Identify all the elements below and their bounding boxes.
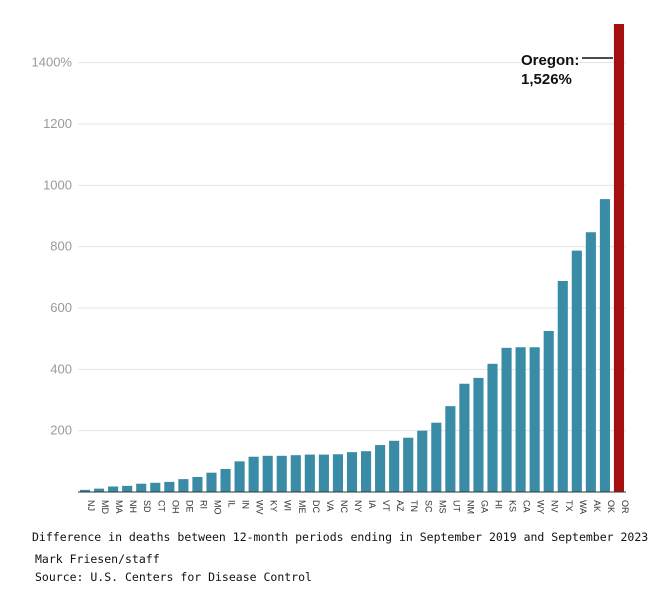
y-tick-label: 400 bbox=[50, 361, 72, 376]
chart-caption: Difference in deaths between 12-month pe… bbox=[32, 530, 649, 544]
bar-il bbox=[220, 468, 231, 492]
x-tick-label-mo: MO bbox=[212, 500, 222, 515]
y-axis-ticks: 200 400 600 800 1000 1200 1400% bbox=[32, 55, 73, 438]
bar-ky bbox=[262, 455, 273, 492]
x-tick-label-vt: VT bbox=[381, 500, 391, 512]
bar-oh bbox=[164, 481, 175, 492]
bar-vt bbox=[375, 445, 386, 492]
bar-nh bbox=[122, 485, 133, 492]
y-tick-label: 800 bbox=[50, 239, 72, 254]
x-tick-label-ok: OK bbox=[606, 500, 616, 513]
x-tick-label-nj: NJ bbox=[86, 500, 96, 511]
bar-hi bbox=[487, 363, 498, 492]
x-tick-label-wi: WI bbox=[283, 500, 293, 511]
bar-ia bbox=[360, 451, 372, 492]
annotation-value: 1,526% bbox=[521, 71, 572, 88]
bar-ca bbox=[515, 347, 526, 492]
y-tick-label: 1200 bbox=[43, 116, 72, 131]
bar-me bbox=[290, 455, 301, 492]
bar-wi bbox=[276, 455, 287, 492]
x-tick-label-oh: OH bbox=[170, 500, 180, 514]
bar-de bbox=[178, 479, 189, 492]
bar-ms bbox=[431, 422, 442, 492]
bar-ma bbox=[108, 486, 119, 492]
bar-nj bbox=[79, 489, 91, 492]
bar-ks bbox=[501, 347, 512, 492]
x-tick-label-ma: MA bbox=[114, 500, 124, 514]
x-tick-label-nh: NH bbox=[128, 500, 138, 513]
bar-ak bbox=[585, 232, 596, 492]
bar-nc bbox=[332, 454, 344, 492]
x-tick-label-sd: SD bbox=[142, 500, 152, 513]
x-tick-label-tx: TX bbox=[564, 500, 574, 512]
chart-credit: Mark Friesen/staff bbox=[35, 552, 160, 566]
x-tick-label-ga: GA bbox=[479, 500, 489, 513]
bar-md bbox=[94, 488, 105, 492]
bar-nm bbox=[459, 383, 470, 492]
x-tick-label-ms: MS bbox=[437, 500, 447, 514]
bar-tx bbox=[557, 281, 568, 492]
x-tick-label-ri: RI bbox=[198, 500, 208, 509]
bar-or bbox=[613, 24, 625, 492]
bar-ri bbox=[192, 476, 203, 492]
x-tick-label-dc: DC bbox=[311, 500, 321, 513]
bar-sd bbox=[136, 483, 147, 492]
x-tick-label-nv: NV bbox=[550, 500, 560, 513]
bar-nv bbox=[543, 330, 554, 492]
x-tick-label-ak: AK bbox=[592, 500, 602, 512]
oregon-annotation: Oregon: 1,526% bbox=[521, 52, 613, 88]
x-tick-label-ks: KS bbox=[508, 500, 518, 512]
x-tick-label-il: IL bbox=[227, 500, 237, 508]
x-tick-label-wv: WV bbox=[255, 500, 265, 515]
y-tick-label: 1400% bbox=[32, 55, 73, 70]
x-tick-label-ut: UT bbox=[451, 500, 461, 512]
x-tick-label-wy: WY bbox=[536, 500, 546, 515]
x-tick-label-wa: WA bbox=[578, 500, 588, 514]
bar-ut bbox=[445, 406, 456, 492]
y-tick-label: 200 bbox=[50, 423, 72, 438]
x-tick-label-nm: NM bbox=[465, 500, 475, 514]
x-tick-label-ia: IA bbox=[367, 500, 377, 509]
annotation-state: Oregon: bbox=[521, 52, 579, 69]
x-tick-label-va: VA bbox=[325, 500, 335, 511]
x-axis-labels: NJ MD MA NH SD CT OH DE RI MO IL IN WV KY WI ME DC VA NC NY… bbox=[86, 500, 630, 515]
bar-wy bbox=[529, 347, 540, 492]
y-tick-label: 1000 bbox=[43, 177, 72, 192]
x-tick-label-de: DE bbox=[184, 500, 194, 513]
x-tick-label-md: MD bbox=[100, 500, 110, 514]
x-tick-label-hi: HI bbox=[494, 500, 504, 509]
x-tick-label-az: AZ bbox=[395, 500, 405, 512]
x-tick-label-or: OR bbox=[620, 500, 630, 514]
x-tick-label-ny: NY bbox=[353, 500, 363, 513]
bar-tn bbox=[403, 437, 414, 492]
bar-sc bbox=[417, 430, 428, 492]
bar-ct bbox=[150, 482, 161, 492]
bar-dc bbox=[304, 454, 315, 492]
bars bbox=[79, 24, 625, 492]
bar-chart: 200 400 600 800 1000 1200 1400% NJ MD MA NH SD CT OH… bbox=[32, 24, 630, 515]
x-tick-label-me: ME bbox=[297, 500, 307, 514]
y-tick-label: 600 bbox=[50, 300, 72, 315]
bar-ok bbox=[599, 199, 610, 492]
bar-va bbox=[318, 454, 329, 492]
bar-wv bbox=[248, 456, 259, 492]
bar-az bbox=[389, 440, 400, 492]
bar-ga bbox=[473, 377, 484, 492]
bar-wa bbox=[571, 250, 582, 492]
gridlines bbox=[78, 62, 626, 432]
x-tick-label-tn: TN bbox=[409, 500, 419, 512]
x-tick-label-ky: KY bbox=[269, 500, 279, 512]
x-tick-label-sc: SC bbox=[423, 500, 433, 513]
x-tick-label-ct: CT bbox=[156, 500, 166, 512]
x-tick-label-nc: NC bbox=[339, 500, 349, 513]
bar-mo bbox=[206, 472, 217, 492]
x-tick-label-in: IN bbox=[241, 500, 251, 509]
bar-in bbox=[234, 461, 245, 492]
x-tick-label-ca: CA bbox=[522, 500, 532, 513]
bar-ny bbox=[346, 452, 358, 492]
chart-source: Source: U.S. Centers for Disease Control bbox=[35, 570, 312, 584]
